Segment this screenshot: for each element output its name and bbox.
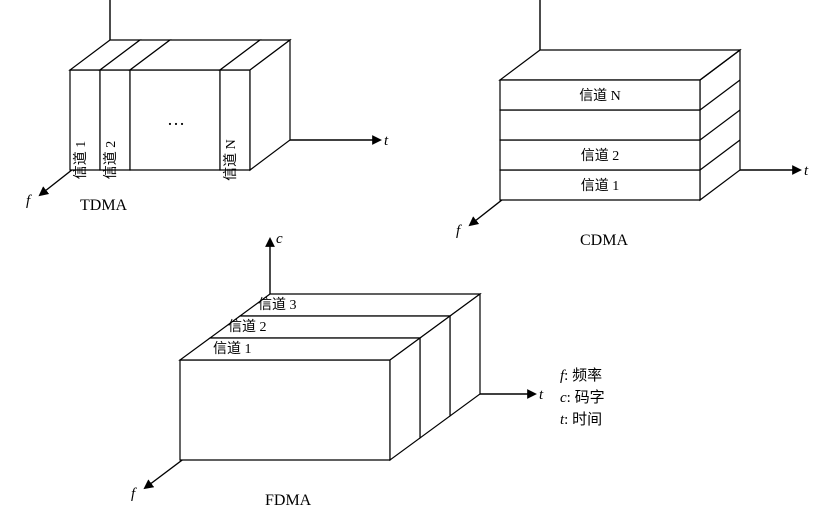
diagram-canvas: ctf信道 1信道 2…信道 NTDMActf信道 1信道 2信道 NCDMAc…: [0, 0, 815, 512]
svg-text:FDMA: FDMA: [265, 492, 312, 509]
svg-text:信道 3: 信道 3: [258, 297, 297, 313]
svg-text:信道 2: 信道 2: [103, 141, 119, 180]
svg-text:CDMA: CDMA: [580, 232, 628, 249]
svg-text:t: t: [539, 387, 544, 403]
svg-text:f: 频率: f: 频率: [560, 367, 602, 384]
svg-text:信道 N: 信道 N: [223, 139, 239, 181]
svg-text:t: 时间: t: 时间: [560, 411, 602, 428]
svg-text:f: f: [456, 223, 462, 239]
svg-text:t: t: [804, 163, 809, 179]
svg-text:TDMA: TDMA: [80, 197, 128, 214]
svg-text:信道 1: 信道 1: [213, 341, 252, 357]
svg-text:信道 N: 信道 N: [579, 88, 621, 104]
svg-text:f: f: [26, 193, 32, 209]
svg-text:c: c: [276, 231, 283, 247]
svg-text:信道 1: 信道 1: [581, 178, 620, 194]
svg-text:…: …: [167, 109, 185, 129]
svg-text:信道 1: 信道 1: [73, 141, 89, 180]
svg-text:信道 2: 信道 2: [581, 148, 620, 164]
svg-text:c: 码字: c: 码字: [560, 389, 605, 406]
svg-text:信道 2: 信道 2: [228, 319, 267, 335]
svg-text:t: t: [384, 133, 389, 149]
svg-text:f: f: [131, 486, 137, 502]
